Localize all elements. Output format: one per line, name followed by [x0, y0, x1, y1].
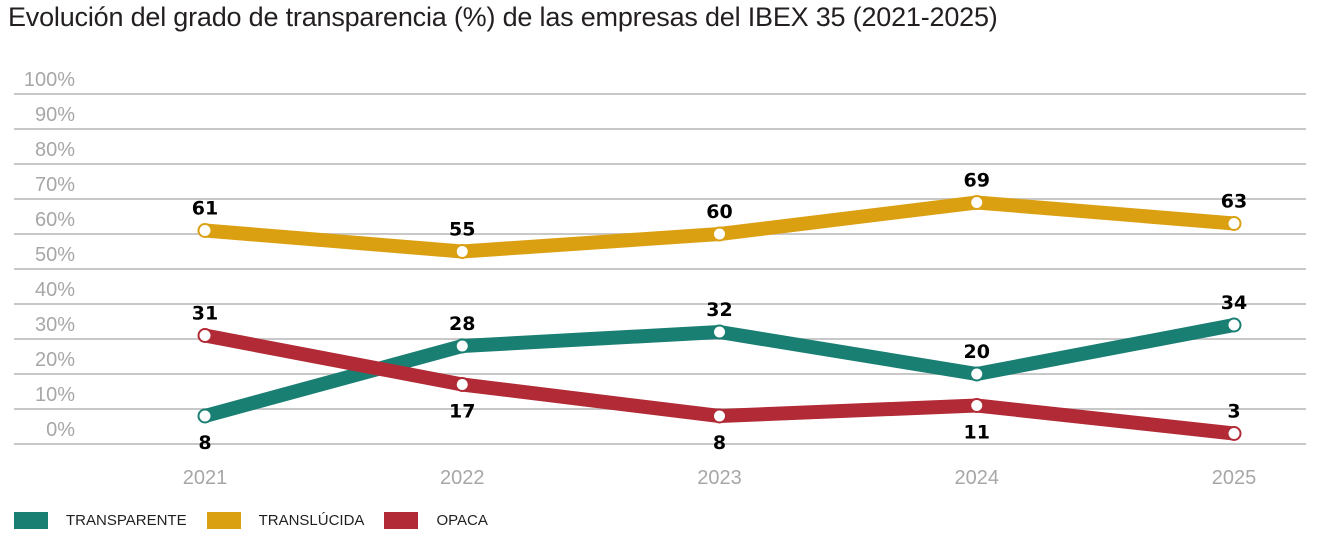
legend-label: TRANSLÚCIDA — [258, 512, 365, 529]
data-label: 34 — [1221, 292, 1247, 314]
data-label: 11 — [964, 422, 990, 444]
data-label: 28 — [449, 313, 475, 335]
data-point-marker — [712, 226, 727, 242]
data-label: 61 — [192, 198, 218, 220]
chart-title: Evolución del grado de transparencia (%)… — [8, 2, 998, 32]
data-label: 69 — [964, 170, 990, 192]
legend-label: TRANSPARENTE — [66, 512, 187, 529]
data-point-marker — [712, 324, 727, 340]
y-tick-label: 60% — [35, 209, 75, 231]
y-tick-label: 30% — [35, 314, 75, 336]
y-tick-label: 70% — [35, 174, 75, 196]
y-tick-label: 20% — [35, 349, 75, 371]
legend-item: TRANSPARENTE — [14, 512, 187, 529]
y-axis-ticks: 0% 10% 20% 30% 40% 50% 60% 70% 80% 90% 100% — [24, 69, 75, 441]
y-tick-label: 100% — [24, 69, 75, 91]
data-point-marker — [712, 408, 727, 424]
legend-swatch — [14, 512, 48, 529]
legend: TRANSPARENTE TRANSLÚCIDA OPACA — [14, 512, 508, 529]
gridlines — [14, 93, 1306, 445]
x-tick-label: 2024 — [955, 467, 1000, 489]
data-point-marker — [197, 328, 213, 343]
data-point-marker — [454, 244, 470, 259]
data-point-marker — [969, 398, 985, 413]
legend-label: OPACA — [436, 512, 488, 529]
y-tick-label: 10% — [35, 384, 75, 406]
y-tick-label: 0% — [46, 419, 75, 441]
data-label: 20 — [964, 341, 990, 363]
x-tick-label: 2025 — [1212, 467, 1257, 489]
x-tick-label: 2022 — [440, 467, 485, 489]
data-label: 17 — [449, 401, 475, 423]
y-tick-label: 40% — [35, 279, 75, 301]
data-point-marker — [1226, 216, 1242, 231]
x-axis-ticks: 2021 2022 2023 2024 2025 — [183, 467, 1257, 489]
x-tick-label: 2023 — [697, 467, 742, 489]
data-label: 3 — [1227, 401, 1240, 423]
data-label: 32 — [706, 299, 732, 321]
legend-swatch — [206, 512, 241, 529]
legend-swatch — [384, 512, 419, 529]
data-point-marker — [454, 338, 470, 354]
data-label: 63 — [1221, 191, 1247, 213]
data-point-marker — [197, 408, 213, 424]
data-point-marker — [1226, 317, 1242, 333]
line-chart: 0%10%20%30%40%50%60%70%80%90%100% 2021 20… — [14, 69, 1306, 489]
x-tick-label: 2021 — [183, 467, 228, 489]
legend-item: TRANSLÚCIDA — [206, 512, 365, 529]
data-label: 8 — [713, 432, 726, 454]
data-labels: 8 28 32 20 34 61 55 60 69 63 31 17 8 11 3 — [192, 170, 1247, 455]
data-label: 60 — [706, 201, 732, 223]
data-point-marker — [197, 223, 213, 238]
y-tick-label: 90% — [35, 104, 75, 126]
y-tick-label: 50% — [35, 244, 75, 266]
legend-item: OPACA — [384, 512, 488, 529]
series-markers — [197, 195, 1242, 441]
data-point-marker — [454, 377, 470, 392]
data-point-marker — [1226, 426, 1242, 441]
data-point-marker — [969, 195, 985, 210]
data-label: 55 — [449, 219, 475, 241]
data-label: 8 — [198, 432, 211, 454]
data-label: 31 — [192, 303, 218, 325]
data-point-marker — [969, 366, 985, 382]
y-tick-label: 80% — [35, 139, 75, 161]
